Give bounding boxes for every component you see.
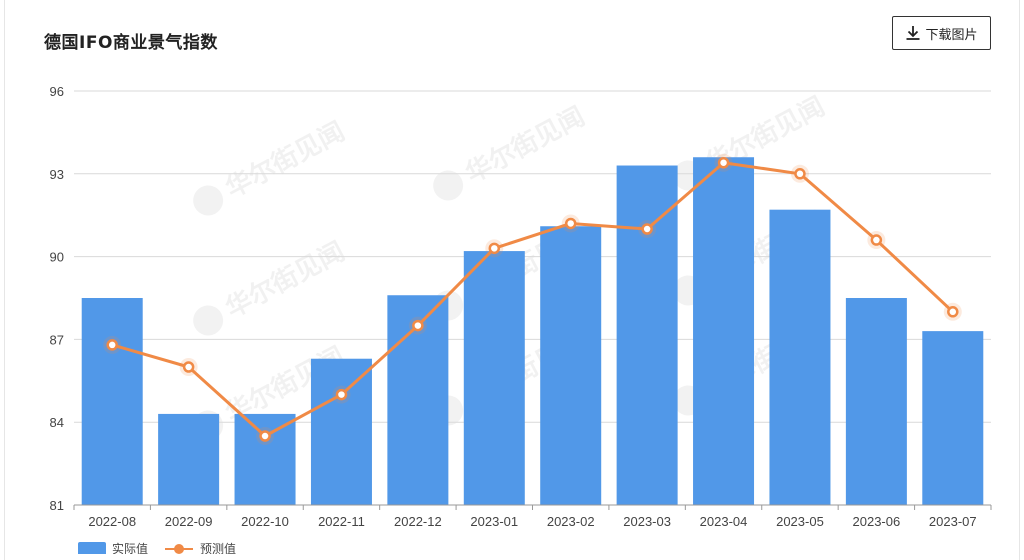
bar — [693, 157, 755, 506]
x-tick-label: 2022-12 — [394, 514, 442, 529]
bar — [310, 358, 372, 505]
watermark-text: 华尔街见闻 — [221, 116, 350, 204]
watermark-text: 华尔街见闻 — [461, 101, 590, 189]
bar — [540, 226, 602, 506]
y-tick-label: 84 — [50, 415, 64, 430]
watermark: 华尔街见闻 — [193, 116, 350, 216]
line-point — [717, 157, 730, 169]
legend-label: 实际值 — [112, 541, 148, 554]
line-series — [103, 153, 962, 445]
legend: 实际值 预测值 — [78, 541, 236, 554]
y-tick-label: 90 — [50, 250, 64, 265]
x-tick-label: 2022-10 — [241, 514, 289, 529]
legend-bar-swatch — [78, 542, 106, 554]
x-tick-label: 2022-08 — [88, 514, 136, 529]
bar-series — [81, 157, 984, 506]
bar — [463, 251, 525, 505]
line-point — [947, 306, 959, 318]
bar — [845, 298, 907, 505]
chart-title: 德国IFO商业景气指数 — [44, 33, 218, 53]
bar — [158, 413, 220, 505]
y-tick-label: 87 — [50, 332, 64, 347]
watermark: 华尔街见闻 — [433, 101, 590, 201]
line-point — [412, 319, 424, 332]
chart-frame — [4, 0, 1020, 560]
line-point — [259, 430, 271, 442]
bar — [616, 165, 678, 505]
x-tick-label: 2023-01 — [470, 514, 518, 529]
x-tick-label: 2023-02 — [547, 514, 595, 529]
forecast-line — [111, 161, 954, 438]
x-tick-label: 2022-09 — [165, 514, 213, 529]
x-tick-label: 2023-03 — [623, 514, 671, 529]
y-tick-label: 81 — [50, 498, 64, 513]
line-point — [106, 339, 118, 351]
x-tick-label: 2023-05 — [776, 514, 824, 529]
y-tick-label: 93 — [50, 167, 64, 182]
bar — [234, 413, 296, 505]
line-point — [870, 234, 883, 246]
y-axis-ticks: 81 84 87 90 93 96 — [50, 84, 64, 513]
x-tick-label: 2022-11 — [318, 514, 365, 529]
legend-line-marker — [174, 544, 184, 554]
line-point — [564, 217, 577, 230]
bar — [922, 331, 984, 505]
bar — [81, 298, 143, 505]
line-point — [335, 388, 348, 401]
download-icon — [905, 25, 921, 41]
x-tick-label: 2023-07 — [929, 514, 977, 529]
x-tick-label: 2023-04 — [700, 514, 748, 529]
line-point — [182, 361, 195, 373]
line-point — [641, 223, 653, 235]
watermark: 华尔街见闻 — [193, 236, 350, 336]
line-point — [488, 242, 501, 255]
line-point — [794, 168, 806, 180]
watermark-text: 华尔街见闻 — [221, 236, 350, 324]
download-label: 下载图片 — [925, 27, 978, 43]
legend-label: 预测值 — [200, 541, 236, 554]
y-tick-label: 96 — [50, 84, 64, 99]
bar — [769, 209, 831, 505]
x-axis-ticks: 2022-08 2022-09 2022-10 2022-11 2022-12 2023-… — [73, 504, 992, 529]
x-tick-label: 2023-06 — [853, 514, 901, 529]
download-image-button[interactable]: 下载图片 — [892, 16, 991, 50]
